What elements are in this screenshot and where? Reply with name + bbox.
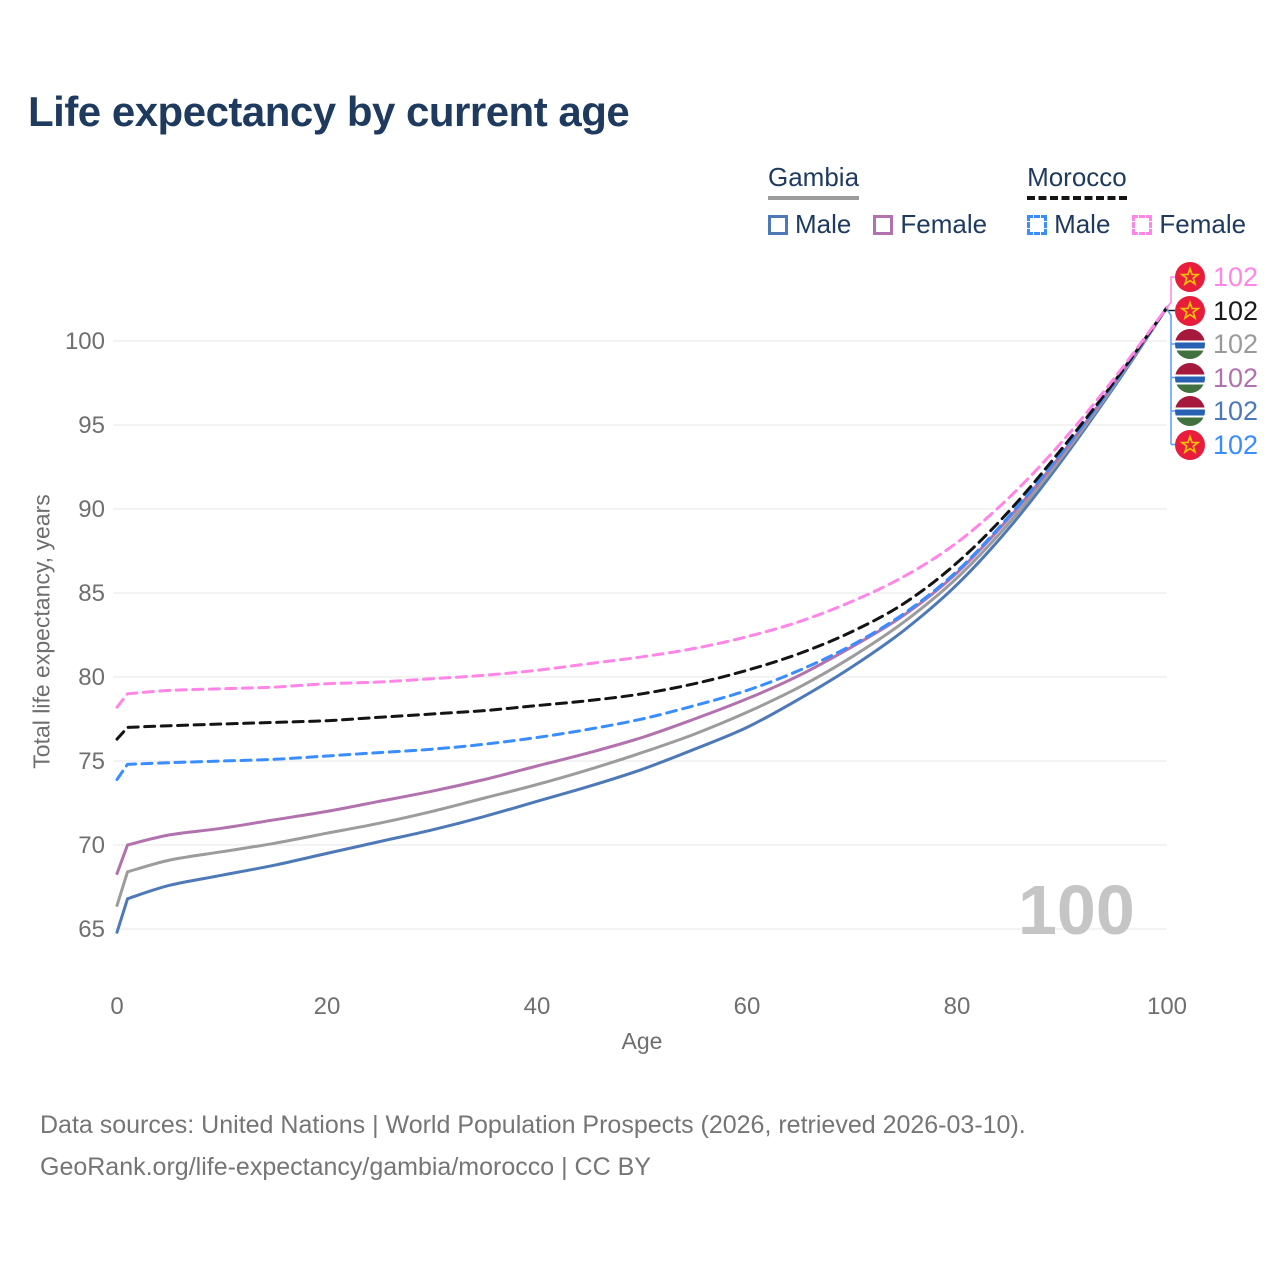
legend-label: Female [900,209,988,239]
gambia-flag-icon [1175,329,1205,359]
y-tick-70: 70 [78,832,105,859]
gambia-female-swatch-icon [873,214,894,235]
series-line-morocco-both [115,305,1169,741]
legend-country-gambia: Gambia [768,162,860,200]
legend-group-gambia: Gambia Male Female [768,162,987,240]
y-tick-80: 80 [78,664,105,691]
x-axis-title: Age [621,1028,663,1054]
gambia-flag-icon [1175,396,1205,426]
x-tick-80: 80 [944,993,971,1020]
morocco-flag-icon [1175,262,1205,292]
end-label-gambia-both: 102 [1175,329,1258,359]
series-line-gambia-both [115,305,1169,907]
x-tick-60: 60 [734,993,761,1020]
y-tick-100: 100 [65,328,105,355]
end-value: 102 [1213,262,1259,292]
legend-item-morocco-male[interactable]: Male [1027,209,1110,240]
age-watermark: 100 [1018,871,1135,949]
y-tick-65: 65 [78,916,105,943]
page-title: Life expectancy by current age [28,88,630,135]
end-label-morocco-female: 102 [1175,262,1258,292]
legend-label: Male [1054,209,1111,239]
end-label-gambia-male: 102 [1175,396,1258,426]
x-tick-0: 0 [110,993,123,1020]
x-tick-20: 20 [314,993,341,1020]
morocco-male-swatch-icon [1027,214,1048,235]
morocco-flag-icon [1175,295,1205,326]
leader-bracket [1166,308,1175,446]
gambia-male-swatch-icon [768,214,788,235]
legend-label: Female [1159,209,1247,239]
morocco-female-swatch-icon [1132,214,1153,235]
y-axis-title: Total life expectancy, years [28,494,55,769]
series-line-gambia-female [115,305,1169,876]
y-tick-95: 95 [78,412,105,439]
series-line-morocco-female [115,305,1169,709]
series-line-gambia-male [115,305,1169,934]
gambia-flag-icon [1175,363,1205,393]
legend-item-morocco-female[interactable]: Female [1132,209,1246,240]
end-value: 102 [1213,362,1259,393]
footer: Data sources: United Nations | World Pop… [40,1104,1026,1188]
y-tick-90: 90 [78,496,105,523]
footer-data-sources: Data sources: United Nations | World Pop… [40,1111,1026,1139]
end-value: 102 [1213,329,1259,359]
footer-attribution: GeoRank.org/life-expectancy/gambia/moroc… [40,1153,651,1181]
morocco-flag-icon [1175,429,1205,460]
x-tick-40: 40 [524,993,551,1020]
end-value: 102 [1213,295,1259,326]
end-value: 102 [1213,429,1259,460]
legend-item-gambia-female[interactable]: Female [873,209,987,240]
end-label-morocco-male: 102 [1175,429,1259,460]
y-tick-85: 85 [78,580,105,607]
end-value: 102 [1213,396,1259,426]
legend-label: Male [795,209,852,239]
end-label-morocco-both: 102 [1175,295,1259,326]
end-label-gambia-female: 102 [1175,362,1259,393]
y-tick-75: 75 [78,748,105,775]
legend-group-morocco: Morocco Male Female [1027,162,1246,240]
legend-country-morocco: Morocco [1027,162,1127,200]
legend: Gambia Male Female Morocco Male [768,162,1246,240]
legend-item-gambia-male[interactable]: Male [768,209,851,240]
x-tick-100: 100 [1147,993,1187,1020]
leader-line-morocco-female [1166,276,1175,308]
series-line-morocco-male [115,305,1169,781]
